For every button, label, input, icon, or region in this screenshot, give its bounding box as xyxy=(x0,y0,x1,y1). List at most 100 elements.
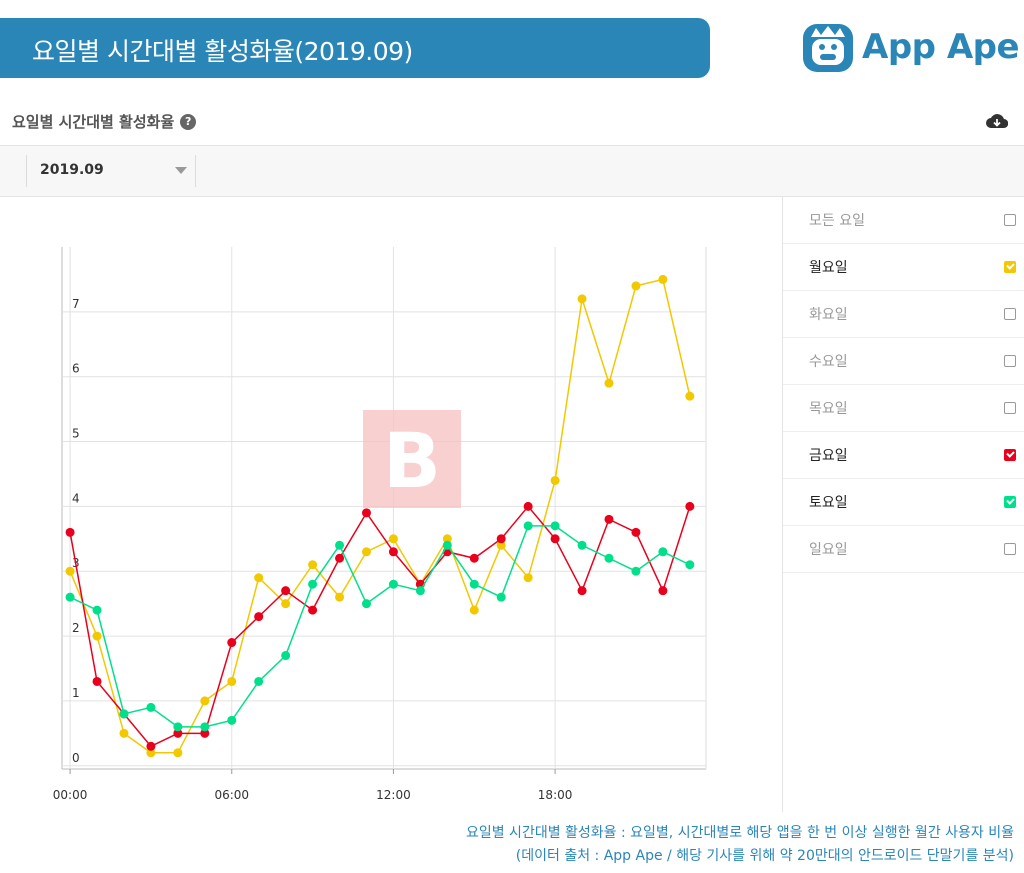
data-point xyxy=(146,702,156,712)
legend-item[interactable]: 금요일 xyxy=(783,432,1024,479)
legend-item[interactable]: 월요일 xyxy=(783,244,1024,291)
logo-text: App Ape xyxy=(862,27,1020,67)
data-point xyxy=(200,696,210,706)
data-point xyxy=(388,579,398,589)
legend-checkbox[interactable] xyxy=(1004,402,1016,414)
data-point xyxy=(631,566,641,576)
legend-checkbox[interactable] xyxy=(1004,496,1016,508)
legend-item[interactable]: 모든 요일 xyxy=(783,197,1024,244)
data-point xyxy=(388,534,398,544)
y-tick-label: 1 xyxy=(72,686,80,700)
chart-footnote: 요일별 시간대별 활성화율 : 요일별, 시간대별로 해당 앱을 한 번 이상 … xyxy=(466,822,1014,868)
data-point xyxy=(173,722,183,732)
data-point xyxy=(523,521,533,531)
data-point xyxy=(550,534,560,544)
data-point xyxy=(254,676,264,686)
data-point xyxy=(335,592,345,602)
ape-face-icon xyxy=(803,24,853,72)
y-tick-label: 6 xyxy=(72,362,80,376)
data-point xyxy=(550,521,560,531)
banner-title: 요일별 시간대별 활성화율(2019.09) xyxy=(32,37,413,66)
data-point xyxy=(577,294,587,304)
legend-item[interactable]: 목요일 xyxy=(783,385,1024,432)
y-tick-label: 2 xyxy=(72,621,80,635)
legend-label: 일요일 xyxy=(809,542,848,558)
data-point xyxy=(335,553,345,563)
data-point xyxy=(146,748,156,758)
data-point xyxy=(658,586,668,596)
month-select-value: 2019.09 xyxy=(40,162,104,178)
data-point xyxy=(604,378,614,388)
cloud-download-icon[interactable] xyxy=(986,112,1008,130)
data-point xyxy=(361,599,371,609)
data-point xyxy=(173,728,183,738)
legend-label: 월요일 xyxy=(809,260,848,276)
series-line xyxy=(69,525,691,728)
y-tick-label: 0 xyxy=(72,751,80,765)
legend-checkbox[interactable] xyxy=(1004,214,1016,226)
data-point xyxy=(227,715,237,725)
legend-checkbox[interactable] xyxy=(1004,355,1016,367)
data-point xyxy=(469,605,479,615)
data-point xyxy=(469,579,479,589)
x-tick-label: 12:00 xyxy=(376,788,411,802)
section-title-text: 요일별 시간대별 활성화율 xyxy=(12,113,175,131)
series-line xyxy=(69,505,691,748)
app-ape-logo: App Ape xyxy=(800,18,1020,76)
data-point xyxy=(415,586,425,596)
data-point xyxy=(281,651,291,661)
data-point xyxy=(281,599,291,609)
data-point xyxy=(173,748,183,758)
legend-item[interactable]: 수요일 xyxy=(783,338,1024,385)
legend-checkbox[interactable] xyxy=(1004,261,1016,273)
data-point xyxy=(335,540,345,550)
y-tick-label: 4 xyxy=(72,491,80,505)
y-tick-label: 7 xyxy=(72,297,80,311)
data-point xyxy=(658,274,668,284)
data-point xyxy=(577,586,587,596)
legend-item[interactable]: 토요일 xyxy=(783,479,1024,526)
data-point xyxy=(604,553,614,563)
data-point xyxy=(361,508,371,518)
data-point xyxy=(92,676,102,686)
legend-checkbox[interactable] xyxy=(1004,543,1016,555)
x-tick-label: 06:00 xyxy=(214,788,249,802)
legend-label: 토요일 xyxy=(809,495,848,511)
legend-label: 모든 요일 xyxy=(809,213,865,229)
data-point xyxy=(604,514,614,524)
data-point xyxy=(361,547,371,557)
legend-item[interactable]: 일요일 xyxy=(783,526,1024,573)
data-point xyxy=(200,728,210,738)
x-tick-label: 18:00 xyxy=(538,788,573,802)
data-point xyxy=(469,553,479,563)
data-point xyxy=(442,534,452,544)
data-point xyxy=(281,586,291,596)
legend-checkbox[interactable] xyxy=(1004,308,1016,320)
legend-item[interactable]: 화요일 xyxy=(783,291,1024,338)
data-point xyxy=(523,501,533,511)
legend-label: 금요일 xyxy=(809,448,848,464)
legend-label: 화요일 xyxy=(809,307,848,323)
data-point xyxy=(119,709,129,719)
data-point xyxy=(577,540,587,550)
watermark-badge xyxy=(363,410,461,508)
question-circle-icon[interactable]: ? xyxy=(180,113,197,130)
legend-checkbox[interactable] xyxy=(1004,449,1016,461)
data-point xyxy=(631,281,641,291)
legend-label: 목요일 xyxy=(809,401,848,417)
filter-toolbar: 2019.09 xyxy=(0,145,1024,197)
data-point xyxy=(254,612,264,622)
data-point xyxy=(146,741,156,751)
data-point xyxy=(227,676,237,686)
footnote-source: (데이터 출처 : App Ape / 해당 기사를 위해 약 20만대의 안드… xyxy=(515,848,1014,864)
data-point xyxy=(496,592,506,602)
month-select[interactable]: 2019.09 xyxy=(26,155,196,187)
caret-down-icon xyxy=(175,167,187,174)
data-point xyxy=(308,605,318,615)
data-point xyxy=(496,540,506,550)
data-point xyxy=(308,579,318,589)
data-point xyxy=(523,573,533,583)
data-point xyxy=(65,566,75,576)
